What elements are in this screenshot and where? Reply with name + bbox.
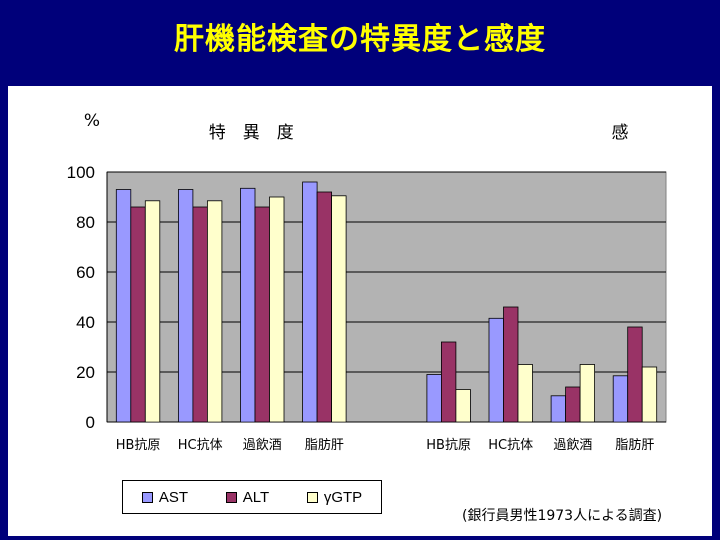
- slide-title: 肝機能検査の特異度と感度: [174, 22, 546, 57]
- bar-chart: 0 20 40 60 80 100% HB抗原 HC抗体 過飲酒 脂肪肝 特 異 度 HB抗原 HC抗体…: [67, 111, 667, 453]
- bar-alt-1-1: [503, 306, 519, 423]
- chart-panel: 0 20 40 60 80 100% HB抗原 HC抗体 過飲酒 脂肪肝 特 異 度 HB抗原 HC抗体…: [8, 86, 712, 536]
- legend-item-ast: AST: [141, 488, 189, 506]
- bar-alt-0-1: [192, 206, 208, 423]
- bar-ast-1-2: [550, 395, 566, 423]
- bar-ast-1-0: [426, 374, 442, 423]
- bar-alt-0-0: [130, 206, 146, 423]
- group-label-0: 特 異 度: [209, 123, 294, 143]
- group-label-1: 感: [612, 123, 629, 143]
- x-tick-label: 過飲酒: [553, 437, 592, 453]
- bar-gtp-1-0: [455, 389, 471, 423]
- x-tick-label: 脂肪肝: [305, 437, 344, 453]
- x-tick-label: HB抗原: [116, 438, 161, 453]
- x-tick-label: 脂肪肝: [615, 437, 654, 453]
- bar-ast-1-1: [488, 317, 504, 423]
- chart-legend: AST ALT γGTP: [122, 480, 382, 514]
- bar-alt-1-0: [440, 341, 457, 423]
- bar-gtp-1-1: [517, 364, 533, 423]
- bar-gtp-1-3: [641, 366, 658, 423]
- bar-ast-1-3: [612, 375, 629, 423]
- y-tick-label: 80: [76, 213, 95, 232]
- y-tick-label: 0: [86, 413, 95, 432]
- y-tick-label: 40: [76, 313, 95, 332]
- legend-label-alt: ALT: [242, 488, 270, 506]
- legend-swatch-ggtp: [306, 491, 318, 503]
- survey-note: (銀行員男性1973人による調査): [462, 508, 663, 524]
- x-tick-label: 過飲酒: [243, 437, 282, 453]
- bar-ast-0-2: [240, 187, 256, 423]
- x-tick-label: HC抗体: [178, 438, 223, 453]
- bar-gtp-0-1: [206, 200, 223, 423]
- legend-item-ggtp: γGTP: [306, 488, 363, 506]
- bar-gtp-1-2: [579, 364, 595, 423]
- bar-alt-1-3: [627, 326, 643, 423]
- x-tick-label: HC抗体: [488, 438, 533, 453]
- legend-item-alt: ALT: [225, 488, 270, 506]
- x-tick-label: HB抗原: [426, 438, 471, 453]
- bar-alt-1-2: [565, 386, 581, 423]
- y-tick-label: 100: [67, 163, 95, 182]
- bar-ast-0-3: [302, 181, 318, 423]
- legend-label-ast: AST: [158, 488, 189, 506]
- bar-gtp-0-3: [331, 195, 347, 423]
- y-tick-label: 60: [76, 263, 95, 282]
- y-tick-label: 20: [76, 363, 95, 382]
- bar-alt-0-3: [316, 191, 333, 423]
- y-axis-unit: %: [84, 111, 100, 131]
- bar-gtp-0-0: [144, 200, 161, 423]
- bar-alt-0-2: [254, 206, 270, 423]
- bar-gtp-0-2: [269, 196, 285, 423]
- bar-ast-0-0: [115, 189, 132, 423]
- legend-swatch-alt: [225, 491, 237, 503]
- bar-ast-0-1: [177, 189, 194, 423]
- legend-label-ggtp: γGTP: [323, 488, 363, 506]
- legend-swatch-ast: [141, 491, 153, 503]
